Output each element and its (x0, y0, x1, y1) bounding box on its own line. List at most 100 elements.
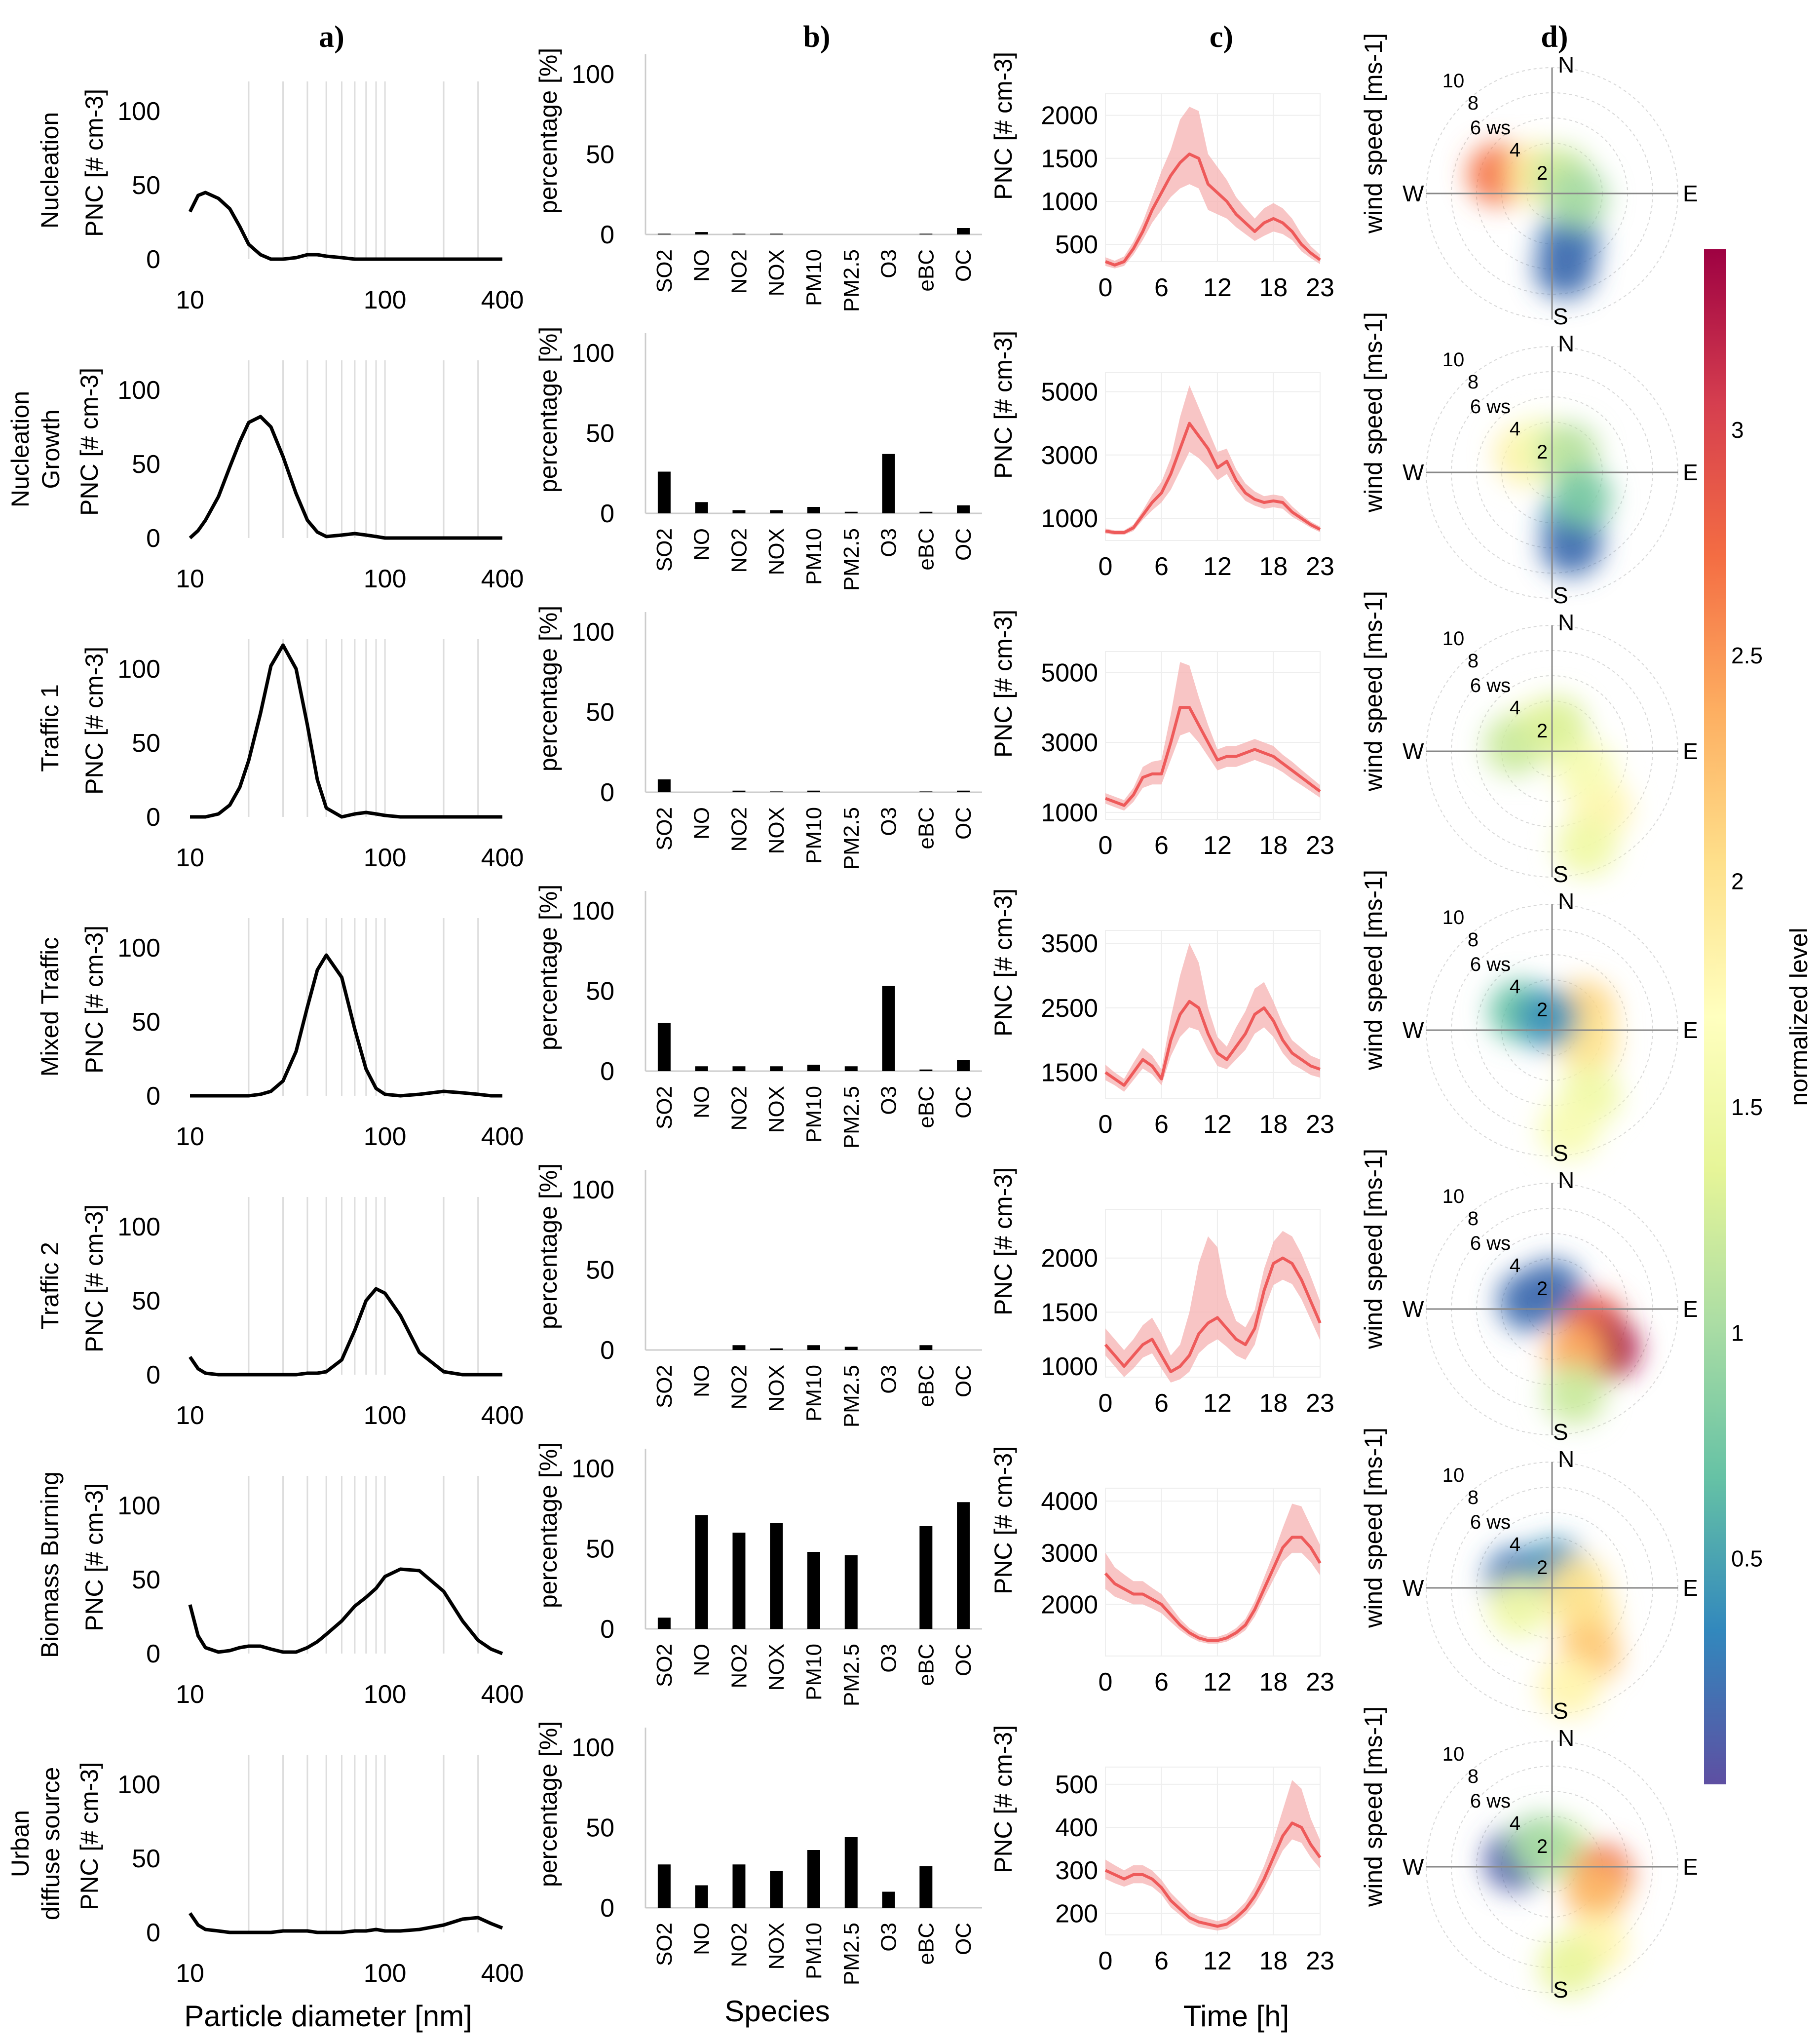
size-xtick-label: 10 (176, 1122, 204, 1151)
species-ytick-label: 0 (600, 500, 614, 528)
panel-title-c: c) (1210, 20, 1233, 54)
compass-east: E (1683, 1017, 1698, 1043)
time-xtick-label: 18 (1259, 1668, 1288, 1696)
size-ytick-label: 0 (146, 1919, 160, 1947)
species-bar (919, 1069, 933, 1071)
species-bar (657, 471, 671, 513)
polar-ring-label: 2 (1537, 1836, 1548, 1857)
compass-south: S (1553, 1698, 1568, 1724)
polar-heat-blob (1544, 1363, 1606, 1425)
time-ylabel: PNC [# cm-3] (989, 1725, 1017, 1873)
species-tick-label: OC (951, 1086, 976, 1118)
polar-ylabel: wind speed [ms-1] (1360, 1149, 1387, 1349)
species-bar (695, 502, 708, 513)
species-tick-label: NO (690, 528, 714, 561)
species-tick-label: eBC (914, 249, 938, 292)
polar-heatmap (1484, 695, 1631, 877)
species-ytick-label: 100 (571, 1176, 614, 1204)
polar-heatmap (1468, 143, 1608, 299)
species-bar (695, 232, 708, 234)
row-label: Nucleation (36, 112, 64, 229)
time-xtick-label: 12 (1203, 1947, 1232, 1975)
size-ytick-label: 50 (132, 450, 160, 479)
species-ytick-label: 0 (600, 1615, 614, 1644)
species-tick-label: NO2 (727, 1923, 751, 1967)
polar-ring-label: 10 (1442, 1465, 1465, 1486)
row-label: diffuse source (37, 1767, 65, 1920)
species-tick-label: O3 (877, 1086, 901, 1115)
polar-ring-label: 6 ws (1470, 396, 1511, 418)
size-xtick-label: 100 (364, 844, 407, 872)
polar-ring-label: 10 (1442, 628, 1465, 650)
size-xtick-label: 400 (481, 1680, 524, 1709)
time-xtick-label: 0 (1099, 1110, 1113, 1139)
species-bar (807, 1552, 820, 1629)
row-label: Growth (37, 409, 65, 489)
polar-ring-label: 10 (1442, 70, 1465, 92)
polar-ring-label: 8 (1468, 371, 1479, 393)
species-tick-label: SO2 (652, 528, 677, 572)
panel-title-d: d) (1541, 20, 1568, 54)
species-bar (732, 1864, 746, 1908)
size-ylabel: PNC [# cm-3] (80, 647, 108, 795)
polar-heat-blob (1546, 167, 1608, 229)
species-bar (770, 791, 783, 792)
species-ytick-label: 0 (600, 1894, 614, 1923)
time-ytick-label: 300 (1055, 1856, 1098, 1885)
time-xtick-label: 18 (1259, 273, 1288, 302)
time-xtick-label: 23 (1306, 273, 1334, 302)
size-distribution-curve (190, 643, 502, 819)
compass-south: S (1553, 1419, 1568, 1445)
compass-west: W (1403, 738, 1424, 764)
polar-ring-label: 4 (1510, 139, 1520, 161)
species-bar (657, 1618, 671, 1629)
diurnal-band (1105, 943, 1320, 1092)
species-ytick-label: 0 (600, 1336, 614, 1365)
species-bar (657, 1023, 671, 1071)
time-ytick-label: 1000 (1041, 504, 1098, 533)
time-ytick-label: 5000 (1041, 659, 1098, 688)
polar-heat-blob (1525, 695, 1587, 757)
species-ylabel: percentage [%] (534, 885, 562, 1050)
polar-ring-label: 10 (1442, 1186, 1465, 1207)
compass-west: W (1403, 1854, 1424, 1880)
polar-ylabel: wind speed [ms-1] (1360, 312, 1387, 513)
species-tick-label: NO2 (727, 249, 751, 294)
species-ytick-label: 50 (586, 420, 614, 448)
polar-ring-label: 6 ws (1470, 117, 1511, 139)
size-xtick-label: 400 (481, 286, 524, 314)
species-bar (807, 1345, 820, 1350)
compass-east: E (1683, 1854, 1698, 1880)
compass-east: E (1683, 1296, 1698, 1322)
polar-heat-blob (1541, 514, 1602, 576)
time-xtick-label: 23 (1306, 1110, 1334, 1139)
species-tick-label: NOX (764, 1365, 789, 1412)
size-ytick-label: 0 (146, 245, 160, 274)
size-xlabel: Particle diameter [nm] (184, 2000, 472, 2033)
polar-ring-label: 4 (1510, 1255, 1520, 1276)
polar-ylabel: wind speed [ms-1] (1360, 1427, 1387, 1628)
time-xtick-label: 12 (1203, 1389, 1232, 1418)
species-bar (919, 233, 933, 234)
polar-ring-label: 4 (1510, 1812, 1520, 1834)
species-bar (695, 1515, 708, 1629)
time-ytick-label: 200 (1055, 1899, 1098, 1928)
size-xtick-label: 100 (364, 565, 407, 593)
time-xtick-label: 6 (1154, 1389, 1169, 1418)
species-tick-label: PM2.5 (839, 249, 864, 312)
size-ytick-label: 50 (132, 729, 160, 758)
polar-heat-blob (1555, 815, 1617, 877)
species-tick-label: PM10 (802, 528, 826, 585)
time-ytick-label: 3500 (1041, 929, 1098, 958)
size-ytick-label: 100 (117, 934, 160, 963)
compass-east: E (1683, 738, 1698, 764)
time-ytick-label: 1500 (1041, 1059, 1098, 1087)
species-bar (657, 233, 671, 234)
species-tick-label: PM2.5 (839, 1365, 864, 1427)
polar-ring-label: 6 ws (1470, 1790, 1511, 1812)
compass-north: N (1558, 52, 1574, 77)
